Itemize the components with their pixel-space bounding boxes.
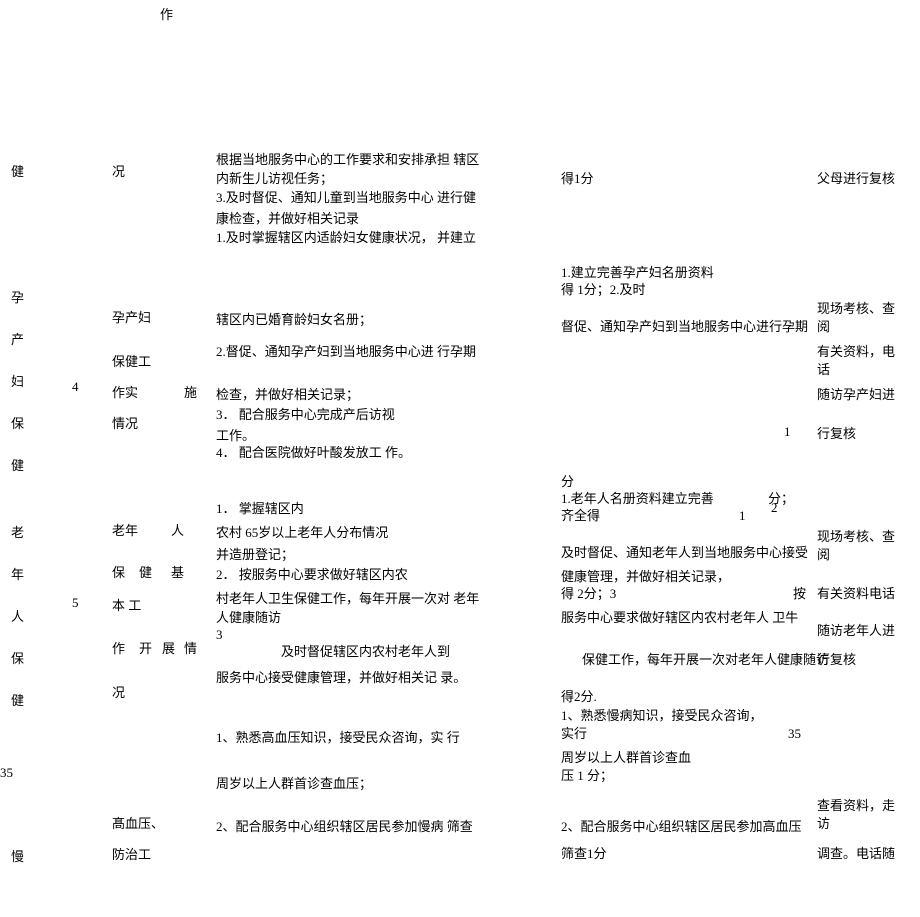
fragment-fang: 访 [817,815,830,833]
label-fangzhi-gong: 防治工 [112,846,151,864]
fragment-de2fen: 得2分. [561,688,597,706]
fragment-laonian-mingce: 1.老年人名册资料建立完善 [561,490,714,508]
label-jian3: 健 [139,564,152,582]
num-2: 2 [771,499,778,517]
fragment-shaicha-1fen: 筛查1分 [561,845,607,863]
vchar-bao3: 保 [11,650,24,668]
fragment-hua1: 话 [817,361,830,379]
desc-peihyiyuan4: 4． 配合医院做好叶酸发放工 作。 [216,444,411,462]
num-4: 4 [72,378,79,396]
desc-peihefuwu-mb: 2、配合服务中心组织辖区居民参加慢病 筛查 [216,818,473,836]
desc-col3-2-l3: 2.督促、通知孕产妇到当地服务中心进 行孕期 [216,343,476,361]
fragment-diaocha-dianhua: 调查。电话随 [817,845,895,863]
vchar-fu: 妇 [11,373,24,391]
row-left-35: 35 [0,764,13,782]
num-35b: 35 [788,725,801,743]
fragment-an: 按 [793,585,806,603]
label-laonian: 老年 [112,522,138,540]
fragment-shixing: 实行 [561,725,587,743]
num-1: 1 [784,423,791,441]
fragment-ducu-tongzhi: 督促、通知孕产妇到当地服务中心进行孕期 [561,318,808,336]
label-zuo: 作 [112,640,125,658]
vchar-man: 慢 [11,848,24,866]
num-5: 5 [72,594,79,612]
fragment-xingfuhe: 行复核 [817,425,856,443]
label-zhan: 展 [162,640,175,658]
fragment-zhousui-xue: 周岁以上人群首诊查血 [561,749,691,767]
desc-col3-l2: 内新生儿访视任务； [216,170,333,188]
label-gaoxueya: 髙血压、 [112,815,164,833]
fragment-suifang-yun: 随访孕产妇进 [817,386,895,404]
fragment-shuxi-manbing: 1、熟悉慢病知识，接受民众咨询， [561,707,763,725]
fragment-xianchang2: 现场考核、查 [817,528,895,546]
desc-col3-l3: 3.及时督促、通知儿童到当地服务中心 进行健 [216,189,476,207]
score-de1fen: 得1分 [561,170,594,188]
fragment-jishi-ducu-ln: 及时督促、通知老年人到当地服务中心接受 [561,544,808,562]
vchar-bao: 保 [11,415,24,433]
vchar-chan: 产 [11,331,24,349]
desc-shuxi-gxy: 1、熟悉高血压知识，接受民众咨询，实 行 [216,729,460,747]
fragment-chakan-ziliao: 查看资料，走 [817,797,895,815]
label-qing: 情 [184,640,197,658]
desc-gongzuo: 工作。 [216,427,255,445]
desc-jiancha-jilu: 检查，并做好相关记录； [216,386,359,404]
desc-zhangwo-xiaqu: 1． 掌握辖区内 [216,500,304,518]
fragment-suifang-ln: 随访老年人进 [817,622,895,640]
label-baojian-gong: 保健工 [112,353,151,371]
vchar-yun: 孕 [11,289,24,307]
fragment-xianchang1: 现场考核、查 [817,300,895,318]
desc-fwzx-jieshou: 服务中心接受健康管理，并做好相关记 录。 [216,669,466,687]
vchar-lao: 老 [11,524,24,542]
fragment-ya-1fen: 压 1 分； [561,767,613,785]
fragment-youguan1: 有关资料，电 [817,343,895,361]
label-ben-gong: 本 工 [112,597,141,615]
desc-renjiankang: 人健康随访 [216,609,281,627]
desc-col3-l4: 康检查，并做好相关记录 [216,210,359,228]
desc-col3-2-l1: 1.及时掌握辖区内适龄妇女健康状况， 并建立 [216,229,476,247]
desc-peihefuwu3: 3． 配合服务中心完成产后访视 [216,406,395,424]
num-3: 3 [216,626,223,644]
fragment-fen: 分 [561,473,574,491]
fragment-fwzx-yaoqiu: 服务中心要求做好辖区内农村老年人 卫牛 [561,609,798,627]
desc-bing-zaoce: 并造册登记； [216,546,294,564]
desc-cun-laonian: 村老年人卫生保健工作，每年开展一次对 老年 [216,590,479,608]
vchar-ren2: 人 [11,608,24,626]
vchar-nian: 年 [11,566,24,584]
desc-xiaqu-hunyu: 辖区内已婚育龄妇女名册； [216,311,372,329]
fragment-yue1: 阅 [817,318,830,336]
desc-col3-l1: 根据当地服务中心的工作要求和安排承担 辖区 [216,151,479,169]
fragment-yue2: 阅 [817,546,830,564]
num-1b: 1 [739,507,746,525]
label-kai: 开 [139,640,152,658]
fragment-xingfuhe2: 行复核 [817,651,856,669]
label-yunchanfu: 孕产妇 [112,309,151,327]
desc-nongcun65: 农村 65岁以上老年人分布情况 [216,524,388,542]
label-zuo-shi: 作实 [112,384,138,402]
vchar-jian2: 健 [11,457,24,475]
label-qingkuang: 情况 [112,415,138,433]
fragment-de2fen3: 得 2分；3 [561,585,616,603]
desc-jishi-ducu-xq: 及时督促辖区内农村老年人到 [281,643,450,661]
label-bao2: 保 [112,564,125,582]
fragment-kuang1: 况 [112,163,125,181]
fragment-fumu: 父母进行复核 [817,170,895,188]
label-shi: 施 [184,384,197,402]
fragment-qiquan-de: 齐全得 [561,507,600,525]
fragment-peihefuwu-gxy: 2、配合服务中心组织辖区居民参加高血压 [561,818,802,836]
fragment-zuo-top: 作 [160,6,173,24]
fragment-jian: 健 [11,163,24,181]
label-ji: 基 [171,564,184,582]
fragment-de1fen-2jishi: 得 1分；2.及时 [561,281,646,299]
label-kuang2: 况 [112,684,125,702]
fragment-youguan-dianhua: 有关资料电话 [817,585,895,603]
desc-anfuwu2: 2． 按服务中心要求做好辖区内农 [216,566,408,584]
vchar-jian4: 健 [11,692,24,710]
fragment-baojian-gzm: 保健工作，每年开展一次对老年人健康随访 [582,651,829,669]
desc-zhousui-shouzhen: 周岁以上人群首诊查血压； [216,775,372,793]
fragment-jianli-wanshan: 1.建立完善孕产妇名册资料 [561,264,714,282]
label-ren: 人 [171,522,184,540]
fragment-jiankang-guanli: 健康管理，并做好相关记录， [561,568,730,586]
